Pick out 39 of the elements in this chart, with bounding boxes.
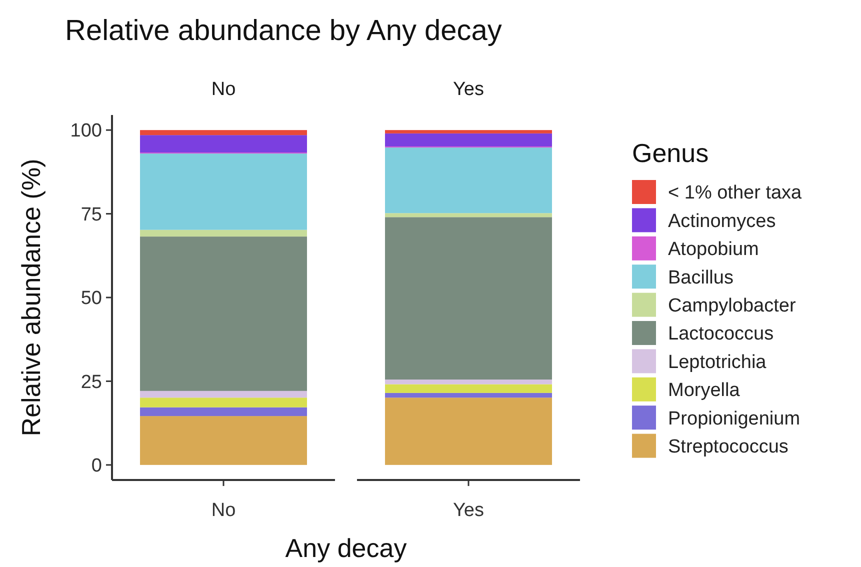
chart-title: Relative abundance by Any decay <box>65 15 502 47</box>
legend-label: Moryella <box>668 380 740 402</box>
bar <box>385 213 552 218</box>
legend-label: Leptotrichia <box>668 352 767 373</box>
bar <box>385 217 552 380</box>
legend-label: Actinomyces <box>668 210 776 232</box>
y-tick-label: 100 <box>70 120 102 142</box>
annotation: Yes <box>453 500 484 521</box>
bar <box>385 392 552 398</box>
bar <box>140 130 307 136</box>
bar <box>385 130 552 134</box>
bar <box>140 416 307 465</box>
legend-label: Propionigenium <box>668 408 800 430</box>
bar <box>140 236 307 391</box>
y-axis-title: Relative abundance (%) <box>16 158 46 436</box>
annotation: No <box>211 500 236 521</box>
y-tick-label: 50 <box>80 288 102 310</box>
legend-label: Lactococcus <box>668 324 774 345</box>
bar <box>385 380 552 384</box>
bar <box>140 398 307 408</box>
bar <box>140 230 307 237</box>
y-tick-label: 75 <box>80 204 102 226</box>
x-axis-title: Any decay <box>285 533 407 563</box>
bar <box>385 147 552 214</box>
bar <box>385 133 552 146</box>
legend-label: Bacillus <box>668 267 734 288</box>
bar <box>140 390 307 398</box>
bar <box>385 384 552 393</box>
bar <box>385 398 552 465</box>
bar <box>140 154 307 230</box>
bar <box>140 135 307 153</box>
legend-title: Genus <box>632 138 709 168</box>
legend-label: Streptococcus <box>668 436 788 458</box>
legend-label: < 1% other taxa <box>668 182 802 204</box>
bar <box>140 407 307 416</box>
y-tick-label: 0 <box>91 456 102 477</box>
legend-label: Atopobium <box>668 239 759 260</box>
y-tick-label: 25 <box>80 372 102 393</box>
legend-label: Campylobacter <box>668 295 796 316</box>
